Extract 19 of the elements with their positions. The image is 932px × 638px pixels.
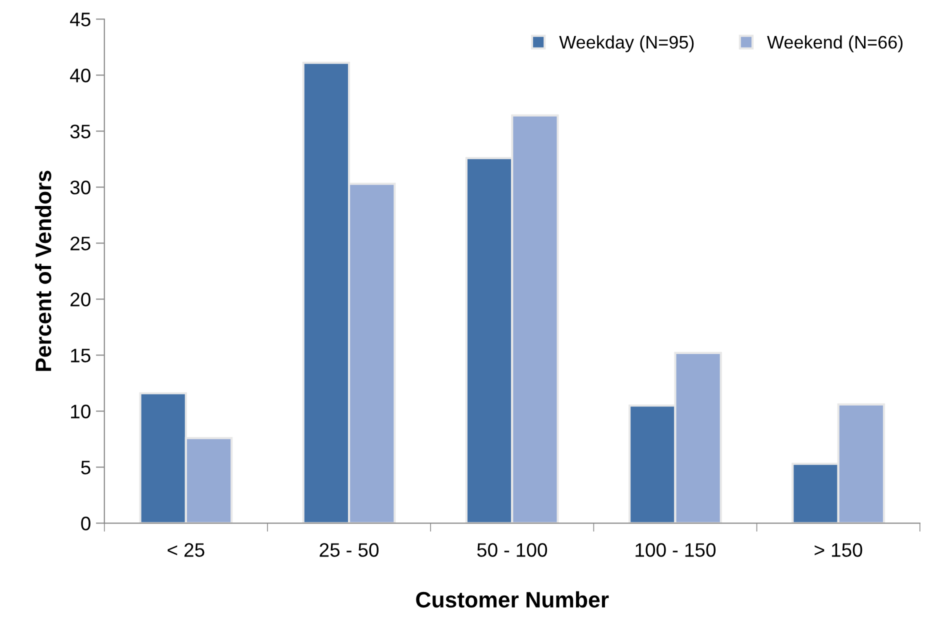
x-tick-label: < 25 xyxy=(168,543,204,557)
y-tick-label: 30 xyxy=(70,180,90,194)
y-tick-label: 40 xyxy=(70,68,90,82)
y-tick-label: 20 xyxy=(70,292,90,306)
legend-label: Weekday (N=95) xyxy=(559,35,694,52)
x-tick-label: > 150 xyxy=(814,543,862,557)
x-tick-label: 25 - 50 xyxy=(320,543,379,557)
y-tick-label: 25 xyxy=(70,236,90,250)
y-tick-label: 10 xyxy=(71,404,90,418)
y-tick-label: 5 xyxy=(81,460,90,474)
x-axis-title: Customer Number xyxy=(416,591,609,608)
y-tick-label: 15 xyxy=(71,348,90,362)
y-axis-title: Percent of Vendors xyxy=(34,170,52,371)
x-tick-label: 50 - 100 xyxy=(477,543,548,557)
x-tick-label: 100 - 150 xyxy=(636,543,716,557)
y-tick-label: 45 xyxy=(70,12,90,26)
y-tick-label: 35 xyxy=(70,124,90,138)
legend-label: Weekend (N=66) xyxy=(767,35,903,52)
y-tick-label: 0 xyxy=(81,516,90,530)
